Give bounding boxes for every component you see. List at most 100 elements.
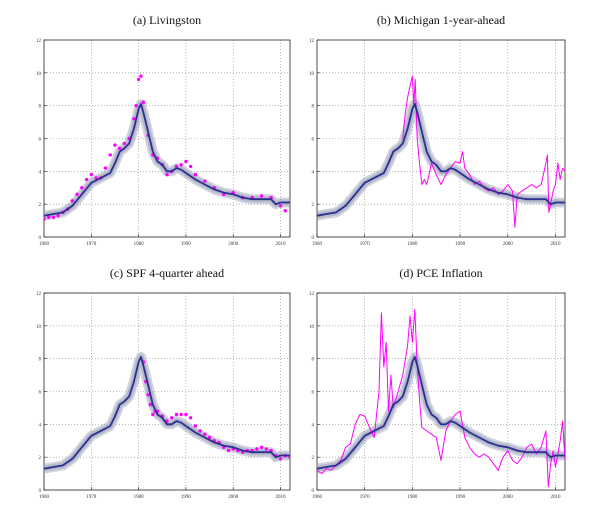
overlay-point bbox=[70, 199, 75, 203]
trend-line bbox=[44, 356, 290, 470]
x-tick-label: 1980 bbox=[134, 495, 145, 500]
overlay-point bbox=[179, 412, 183, 417]
overlay-point bbox=[108, 153, 112, 157]
overlay-point bbox=[165, 172, 169, 177]
overlay-point bbox=[170, 416, 174, 420]
overlay-point bbox=[203, 432, 207, 436]
plot-area bbox=[317, 75, 565, 228]
overlay-series-line bbox=[317, 308, 565, 488]
overlay-point bbox=[255, 447, 259, 451]
y-tick-label: 8 bbox=[312, 105, 315, 110]
x-tick-label: 1980 bbox=[407, 242, 418, 247]
overlay-point bbox=[278, 457, 283, 461]
x-tick-label: 1980 bbox=[134, 242, 145, 247]
overlay-point bbox=[188, 416, 193, 420]
y-tick-label: 2 bbox=[39, 456, 42, 461]
overlay-point bbox=[134, 103, 138, 108]
y-tick-label: 10 bbox=[309, 325, 315, 330]
overlay-point bbox=[148, 402, 153, 407]
overlay-point bbox=[146, 393, 150, 397]
y-tick-label: 6 bbox=[39, 138, 42, 143]
y-tick-label: 4 bbox=[312, 423, 315, 428]
y-tick-label: 4 bbox=[39, 170, 42, 175]
overlay-point bbox=[103, 166, 108, 170]
x-tick-label: 2010 bbox=[276, 495, 287, 500]
x-tick-label: 2000 bbox=[503, 242, 514, 247]
overlay-point bbox=[278, 204, 283, 208]
y-tick-label: 6 bbox=[312, 391, 315, 396]
y-tick-label: 8 bbox=[39, 105, 42, 110]
y-tick-label: 0 bbox=[39, 489, 42, 494]
overlay-point bbox=[226, 448, 231, 453]
x-tick-label: 2000 bbox=[228, 242, 239, 247]
overlay-point bbox=[179, 163, 183, 167]
x-tick-label: 2010 bbox=[550, 495, 561, 500]
y-tick-label: 2 bbox=[312, 456, 315, 461]
x-tick-label: 1990 bbox=[181, 242, 192, 247]
overlay-point bbox=[188, 164, 193, 169]
panel-title: (b) Michigan 1-year-ahead bbox=[377, 13, 505, 27]
x-tick-label: 1960 bbox=[39, 495, 50, 500]
panel-c: (c) SPF 4-quarter ahead 1960 1970 1980 1990 2… bbox=[36, 266, 291, 500]
overlay-point bbox=[75, 192, 79, 197]
y-tick-label: 10 bbox=[309, 72, 315, 77]
y-tick-label: 4 bbox=[312, 170, 315, 175]
overlay-point bbox=[259, 445, 264, 450]
overlay-point bbox=[122, 141, 127, 146]
overlay-point bbox=[56, 213, 60, 218]
overlay-point bbox=[94, 176, 98, 180]
overlay-point bbox=[113, 143, 117, 147]
y-tick-label: 12 bbox=[309, 39, 315, 44]
overlay-point bbox=[184, 159, 188, 164]
y-tick-label: 10 bbox=[36, 72, 42, 77]
overlay-point bbox=[264, 447, 269, 451]
overlay-point bbox=[84, 177, 89, 182]
overlay-point bbox=[203, 179, 207, 183]
overlay-point bbox=[151, 412, 155, 417]
y-tick-label: 6 bbox=[312, 138, 315, 143]
y-tick-label: 8 bbox=[312, 358, 315, 363]
overlay-point bbox=[141, 100, 146, 105]
x-tick-label: 1970 bbox=[86, 495, 97, 500]
overlay-point bbox=[259, 194, 264, 198]
x-tick-label: 2010 bbox=[276, 242, 287, 247]
panel-a: (a) Livingston 1960 1970 1980 1990 2000 2010 0 2… bbox=[36, 13, 291, 247]
overlay-point bbox=[193, 172, 198, 177]
overlay-point bbox=[198, 429, 202, 433]
overlay-point bbox=[174, 412, 179, 417]
x-tick-label: 1990 bbox=[455, 242, 466, 247]
y-tick-label: 6 bbox=[39, 391, 42, 396]
overlay-point bbox=[89, 172, 94, 177]
x-tick-label: 1970 bbox=[360, 242, 371, 247]
plot-area bbox=[317, 308, 565, 488]
y-tick-label: 12 bbox=[309, 292, 315, 297]
overlay-point bbox=[51, 215, 56, 219]
overlay-point bbox=[44, 217, 46, 221]
y-tick-label: 8 bbox=[39, 358, 42, 363]
panel-b: (b) Michigan 1-year-ahead 1960 1970 1980 199… bbox=[309, 13, 566, 247]
trend-line bbox=[317, 356, 565, 470]
plot-area bbox=[44, 74, 290, 221]
overlay-series-line bbox=[402, 75, 565, 228]
x-tick-label: 2010 bbox=[550, 242, 561, 247]
overlay-point bbox=[283, 209, 287, 213]
x-tick-label: 2000 bbox=[228, 495, 239, 500]
overlay-point bbox=[117, 146, 122, 151]
x-tick-label: 1960 bbox=[312, 242, 323, 247]
plot-area bbox=[44, 352, 290, 474]
y-tick-label: 0 bbox=[39, 236, 42, 241]
overlay-point bbox=[184, 412, 188, 417]
y-tick-label: 0 bbox=[312, 489, 315, 494]
x-tick-label: 1990 bbox=[181, 495, 192, 500]
overlay-point bbox=[207, 435, 212, 440]
panel-title: (d) PCE Inflation bbox=[399, 266, 482, 280]
panel-title: (a) Livingston bbox=[133, 13, 201, 27]
y-tick-label: 2 bbox=[39, 203, 42, 208]
overlay-point bbox=[193, 424, 198, 428]
overlay-point bbox=[132, 117, 136, 121]
x-tick-label: 1970 bbox=[86, 242, 97, 247]
panel-title: (c) SPF 4-quarter ahead bbox=[110, 266, 224, 280]
trend-line bbox=[317, 103, 565, 217]
